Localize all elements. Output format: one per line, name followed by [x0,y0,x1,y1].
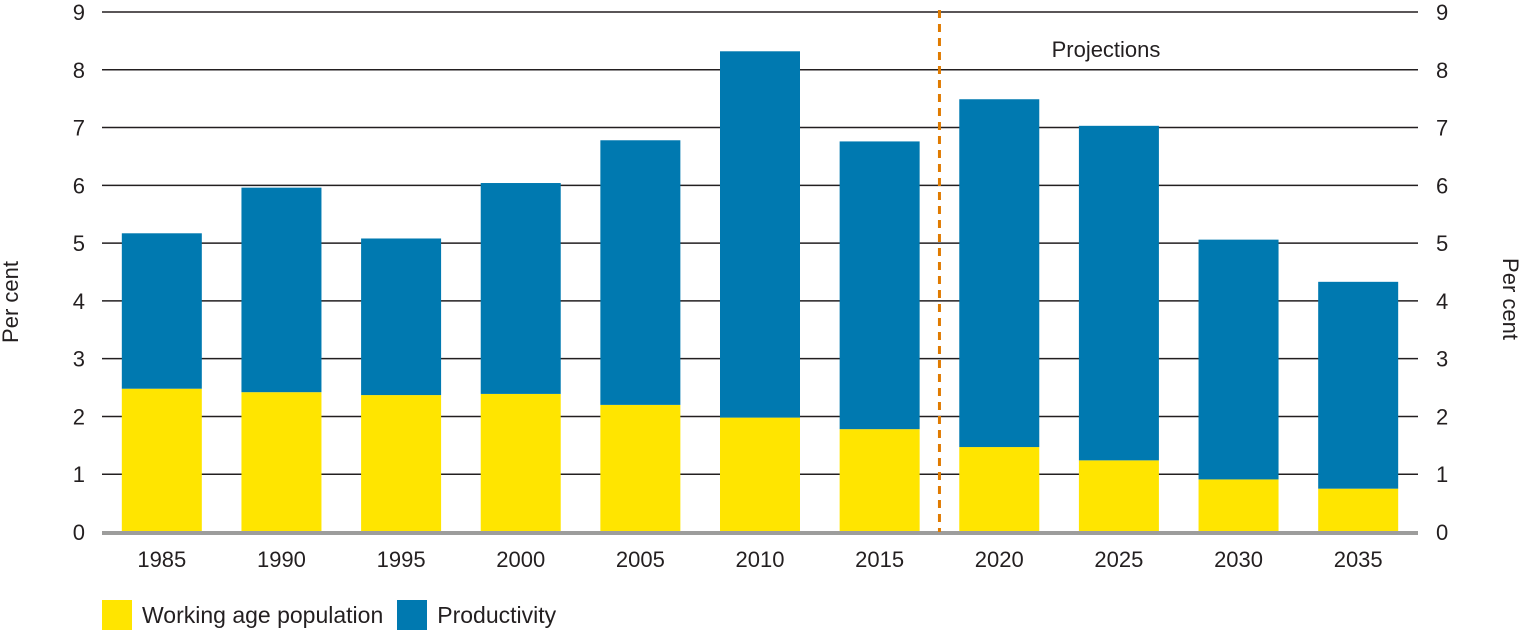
y-tick-label-left: 1 [73,462,85,487]
y-axis-title-left: Per cent [0,261,23,343]
y-tick-label-left: 4 [73,289,85,314]
x-tick-label: 2010 [736,547,785,572]
y-tick-label-right: 7 [1436,116,1448,141]
bar-productivity [480,183,561,394]
legend-item-productivity: Productivity [397,600,556,630]
x-tick-label: 1985 [137,547,186,572]
y-tick-label-right: 9 [1436,0,1448,25]
legend-swatch-productivity [397,600,428,630]
x-tick-label: 2025 [1094,547,1143,572]
bar-productivity [121,233,202,389]
bar-productivity [1198,239,1279,480]
y-tick-label-right: 1 [1436,462,1448,487]
y-tick-label-right: 6 [1436,173,1448,198]
x-tick-label: 2020 [975,547,1024,572]
axes: 0 0 1 1 2 2 3 3 4 4 5 5 6 6 7 7 8 8 9 9 1985 1990 1995 2000 2005… [73,0,1449,572]
y-tick-label-right: 3 [1436,347,1448,372]
legend-item-working-age: Working age population [102,600,383,630]
y-tick-label-left: 6 [73,173,85,198]
bar-working-age [1078,460,1159,532]
bar-productivity [361,238,442,396]
bar-working-age [480,393,561,532]
y-tick-label-left: 0 [73,520,85,545]
y-tick-label-left: 9 [73,0,85,25]
legend-label-working-age: Working age population [142,601,384,628]
bar-working-age [839,429,920,532]
x-tick-label: 2035 [1334,547,1383,572]
x-tick-label: 1995 [377,547,426,572]
legend-swatch-working-age [102,600,132,630]
bar-working-age [121,388,202,532]
bar-working-age [600,404,681,532]
legend-label-productivity: Productivity [437,601,557,628]
x-tick-label: 2015 [855,547,904,572]
bar-working-age [959,447,1040,532]
x-tick-label: 2030 [1214,547,1263,572]
y-tick-label-right: 5 [1436,231,1448,256]
y-tick-label-left: 7 [73,116,85,141]
bar-productivity [959,99,1040,448]
bar-working-age [361,395,442,532]
y-tick-label-left: 3 [73,347,85,372]
x-tick-label: 1990 [257,547,306,572]
projections-label: Projections [1052,37,1161,62]
bar-working-age [241,392,322,532]
y-axis-title-right: Per cent [1498,258,1522,340]
bar-productivity [600,140,681,405]
bar-working-age [1318,488,1399,532]
y-tick-label-left: 5 [73,231,85,256]
y-tick-label-right: 4 [1436,289,1448,314]
y-tick-label-right: 2 [1436,404,1448,429]
y-tick-label-right: 0 [1436,520,1448,545]
y-tick-label-right: 8 [1436,58,1448,83]
bar-productivity [241,187,322,393]
x-tick-label: 2005 [616,547,665,572]
bar-productivity [1078,125,1159,461]
bars [121,51,1399,532]
bar-working-age [720,417,800,532]
legend: Working age population Productivity [102,600,570,630]
y-tick-label-left: 8 [73,58,85,83]
bar-productivity [1318,281,1399,489]
bar-productivity [839,141,920,430]
y-tick-label-left: 2 [73,404,85,429]
bar-productivity [720,51,800,418]
bar-working-age [1198,479,1279,532]
x-tick-label: 2000 [496,547,545,572]
